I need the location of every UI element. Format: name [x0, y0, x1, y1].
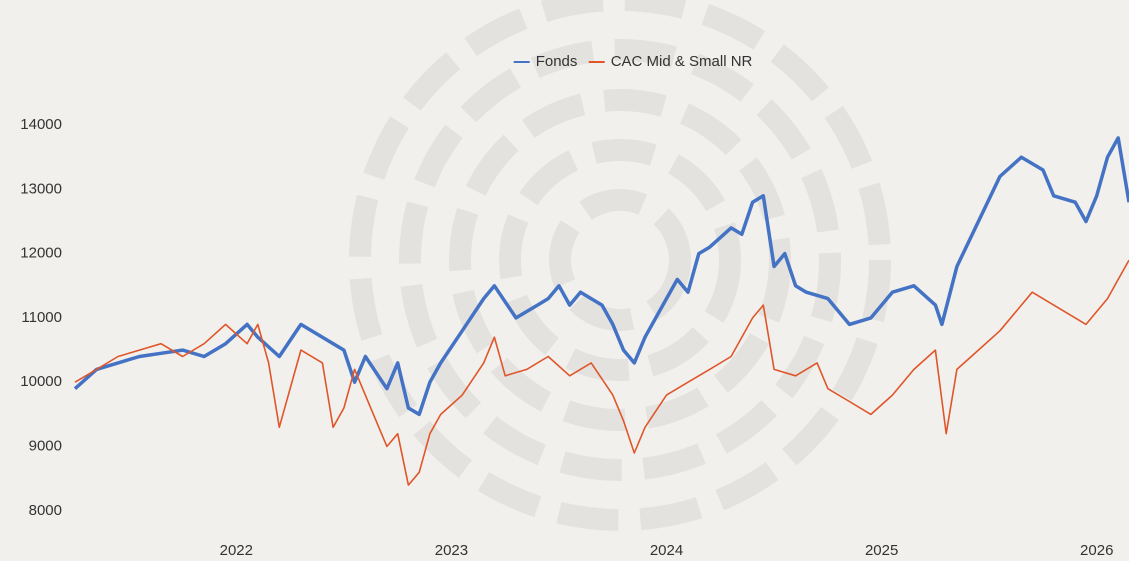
- legend-label: Fonds: [536, 53, 578, 70]
- y-tick-label: 8000: [29, 502, 62, 519]
- y-tick-label: 14000: [20, 116, 62, 133]
- x-tick-label: 2022: [220, 542, 253, 559]
- x-tick-label: 2025: [865, 542, 898, 559]
- y-tick-label: 13000: [20, 180, 62, 197]
- y-tick-label: 9000: [29, 438, 62, 455]
- chart: 8000 9000 10000 11000 12000 13000 14000 2022 202…: [0, 0, 1129, 561]
- x-tick-label: 2026: [1080, 542, 1113, 559]
- x-tick-label: 2024: [650, 542, 683, 559]
- y-tick-label: 11000: [21, 309, 62, 326]
- x-tick-label: 2023: [435, 542, 468, 559]
- y-tick-label: 12000: [20, 245, 62, 262]
- watermark: [360, 0, 880, 520]
- page: {"chart_data": {"type": "line", "xlim": …: [0, 0, 1129, 561]
- legend-label: CAC Mid & Small NR: [611, 53, 753, 70]
- y-tick-label: 10000: [20, 373, 62, 390]
